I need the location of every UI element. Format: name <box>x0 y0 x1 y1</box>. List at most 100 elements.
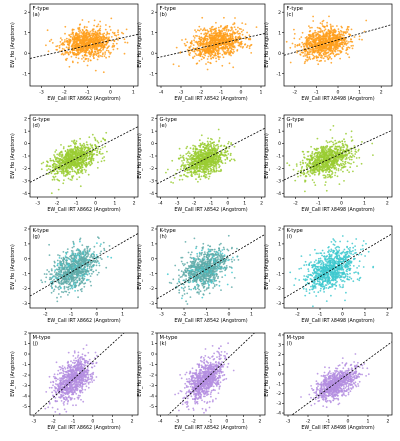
data-point <box>305 44 307 46</box>
data-point <box>147 41 149 43</box>
data-point <box>71 158 73 160</box>
data-point <box>229 35 232 37</box>
data-point <box>104 53 106 55</box>
data-point <box>230 142 233 144</box>
data-point <box>233 22 236 24</box>
data-point <box>195 40 198 43</box>
x-tick-label: 0 <box>240 90 243 96</box>
y-tick-label: -1 <box>22 71 27 77</box>
data-point <box>200 36 203 39</box>
data-point <box>108 32 111 35</box>
data-point <box>194 157 196 160</box>
data-point <box>341 26 343 29</box>
data-point <box>79 170 82 172</box>
data-point <box>227 35 230 37</box>
data-point <box>322 174 325 177</box>
data-point <box>207 170 210 173</box>
data-point <box>194 52 197 55</box>
data-point <box>61 154 64 157</box>
data-point <box>337 49 339 52</box>
data-point <box>199 178 202 181</box>
data-point <box>222 56 225 59</box>
data-point <box>301 31 304 34</box>
data-point <box>194 29 196 31</box>
data-point <box>59 170 61 173</box>
data-point <box>350 158 353 161</box>
data-point <box>222 27 224 30</box>
data-point <box>55 158 57 161</box>
data-point <box>178 147 181 150</box>
data-point <box>213 28 216 31</box>
data-point <box>95 35 98 38</box>
data-point <box>218 29 220 32</box>
data-point <box>234 36 237 39</box>
data-point <box>190 42 193 45</box>
data-point <box>97 45 100 48</box>
data-point <box>82 35 85 38</box>
data-point <box>327 40 330 43</box>
data-point <box>213 43 216 45</box>
data-point <box>172 182 175 184</box>
data-point <box>331 34 334 37</box>
data-point <box>108 55 111 58</box>
data-point <box>197 154 200 156</box>
data-point <box>91 41 94 43</box>
panel-title: G-type <box>33 117 50 123</box>
fit-line <box>30 33 138 59</box>
data-point <box>80 31 83 34</box>
data-point <box>182 162 185 164</box>
data-point <box>219 52 221 55</box>
data-point <box>346 27 349 30</box>
y-tick-label: 0 <box>24 141 27 147</box>
data-point <box>184 165 187 168</box>
y-tick-label: 0 <box>278 51 281 57</box>
data-point <box>208 151 210 154</box>
data-point <box>184 169 186 172</box>
data-point <box>210 45 213 48</box>
data-point <box>181 39 183 41</box>
data-point <box>69 144 72 147</box>
data-point <box>89 55 92 58</box>
data-point <box>217 158 220 161</box>
data-point <box>345 28 348 31</box>
data-point <box>88 51 91 53</box>
data-point <box>233 26 236 28</box>
data-point <box>123 38 126 41</box>
data-point <box>179 156 182 159</box>
data-point <box>79 185 82 188</box>
data-point <box>59 160 61 163</box>
data-point <box>57 188 60 191</box>
data-point <box>58 44 61 47</box>
data-point <box>250 44 252 47</box>
data-point <box>99 27 101 30</box>
data-point <box>213 54 216 57</box>
data-point <box>218 165 221 168</box>
data-point <box>83 25 86 28</box>
y-tick-label: 1 <box>151 30 154 36</box>
data-point <box>311 53 313 56</box>
data-point <box>214 41 216 43</box>
data-point <box>53 154 55 156</box>
data-point <box>72 31 74 34</box>
data-point <box>316 51 319 54</box>
x-tick-label: -4 <box>159 90 164 96</box>
data-point <box>330 61 333 64</box>
panel-letter: (c) <box>287 12 294 18</box>
data-point <box>62 159 64 162</box>
data-point <box>69 148 72 151</box>
data-point <box>225 29 228 32</box>
data-point <box>223 34 226 36</box>
data-point <box>240 37 243 40</box>
data-point <box>326 173 329 176</box>
data-point <box>302 55 305 57</box>
y-tick-label: 0 <box>24 51 27 57</box>
data-point <box>74 154 77 157</box>
data-point <box>67 153 70 156</box>
data-point <box>199 43 202 46</box>
data-point <box>62 146 65 148</box>
data-point <box>185 164 187 166</box>
data-point <box>212 33 214 35</box>
data-point <box>305 38 308 41</box>
data-point <box>326 25 328 28</box>
